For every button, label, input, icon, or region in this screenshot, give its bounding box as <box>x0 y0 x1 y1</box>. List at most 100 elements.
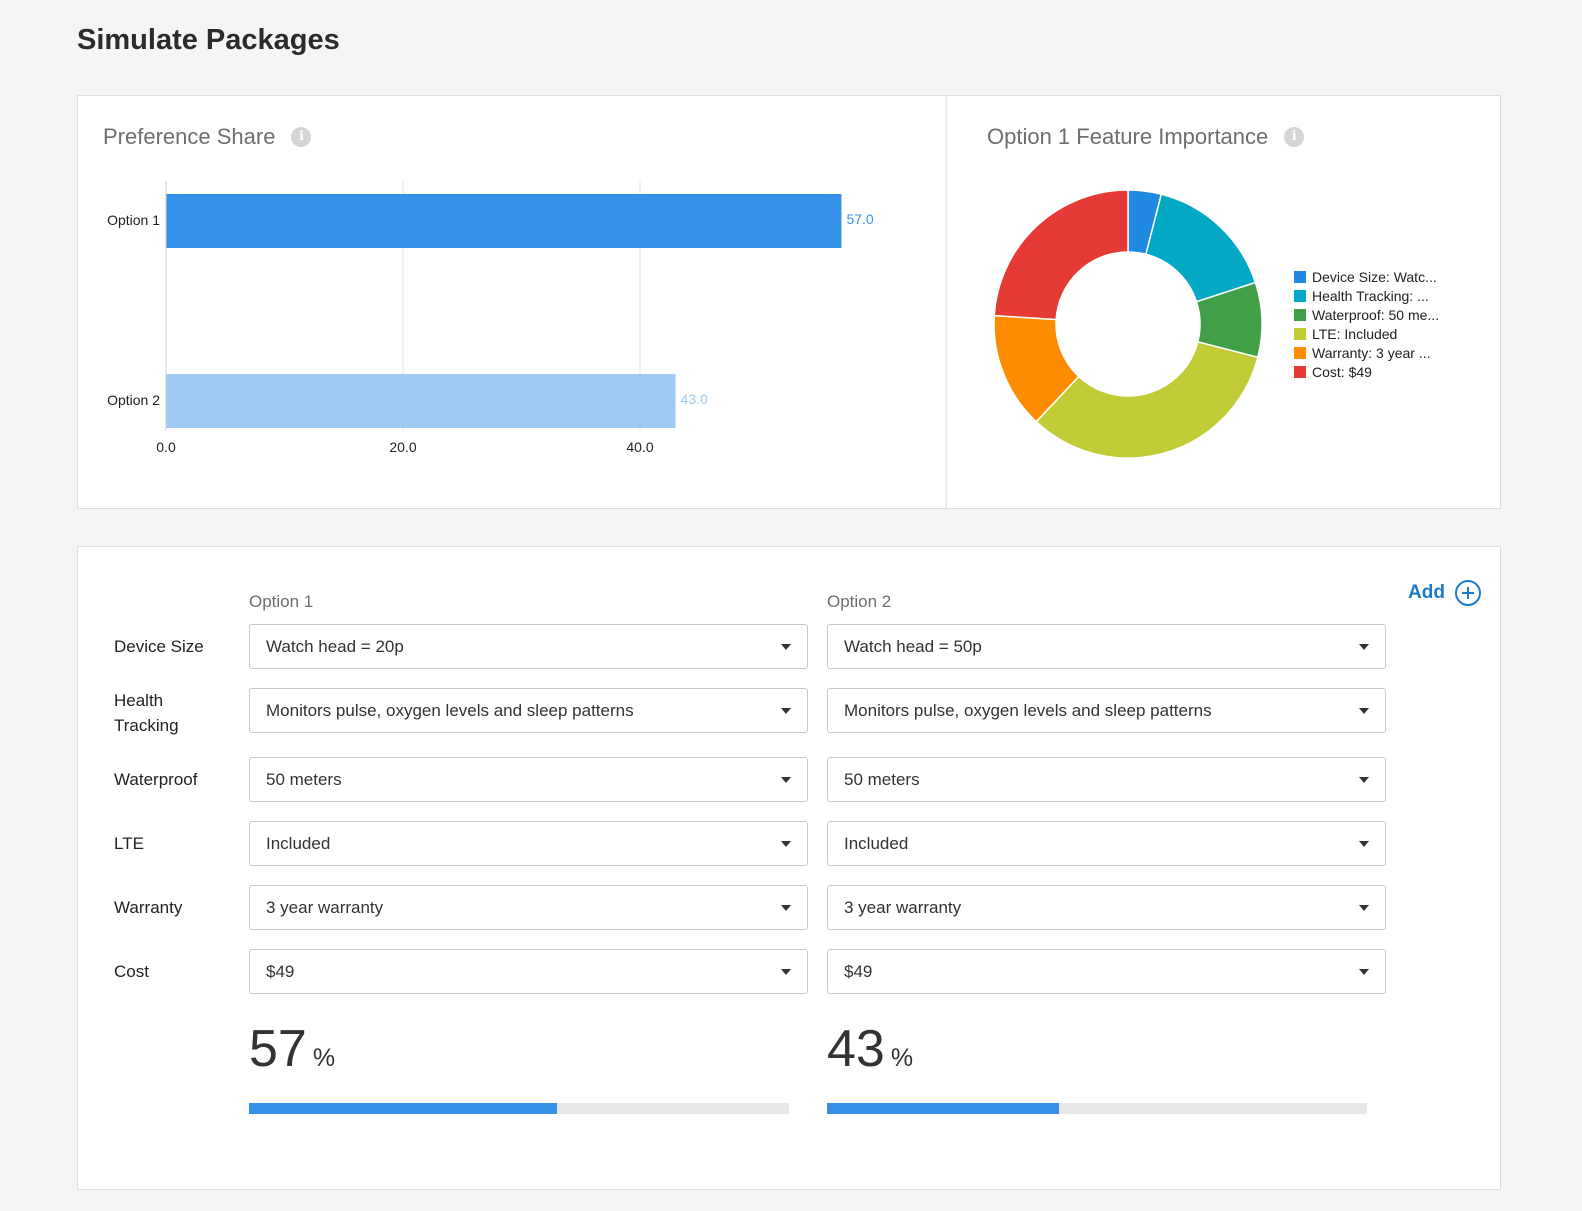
add-option-label: Add <box>1408 582 1445 603</box>
legend-label: Warranty: 3 year ... <box>1312 344 1431 361</box>
select-value: Included <box>266 833 331 853</box>
select-value: Watch head = 20p <box>266 636 404 656</box>
caret-down-icon <box>781 905 791 911</box>
plus-circle-icon <box>1454 580 1481 606</box>
bar-value-label: 43.0 <box>681 391 708 407</box>
legend-swatch <box>1294 346 1306 359</box>
option-2-progress-bar <box>827 1103 1367 1114</box>
select-value: Watch head = 50p <box>844 636 982 656</box>
caret-down-icon <box>1359 841 1369 847</box>
row-label-warranty: Warranty <box>114 898 183 917</box>
legend-label: Cost: $49 <box>1312 363 1372 380</box>
health-tracking-select-option-1[interactable]: Monitors pulse, oxygen levels and sleep … <box>249 688 808 733</box>
device-size-select-option-1[interactable]: Watch head = 20p <box>249 624 808 669</box>
select-value: $49 <box>844 961 873 981</box>
add-option-button[interactable]: Add <box>1408 580 1481 606</box>
legend-label: LTE: Included <box>1312 325 1398 342</box>
legend-swatch <box>1294 308 1306 321</box>
row-label-lte: LTE <box>114 834 144 853</box>
caret-down-icon <box>1359 708 1369 714</box>
feature-importance-donut <box>993 189 1263 459</box>
feature-importance-title: Option 1 Feature Importance i <box>987 124 1305 150</box>
legend-label: Health Tracking: ... <box>1312 287 1429 304</box>
caret-down-icon <box>781 644 791 650</box>
row-label-health-tracking: Health Tracking <box>114 691 179 735</box>
legend-swatch <box>1294 327 1306 340</box>
cost-select-option-2[interactable]: $49 <box>827 949 1386 994</box>
info-icon[interactable]: i <box>1284 127 1305 147</box>
column-header-option-2: Option 2 <box>827 592 892 611</box>
caret-down-icon <box>781 777 791 783</box>
waterproof-select-option-1[interactable]: 50 meters <box>249 757 808 802</box>
device-size-select-option-2[interactable]: Watch head = 50p <box>827 624 1386 669</box>
panel-divider <box>945 96 947 508</box>
legend-item[interactable]: Warranty: 3 year ... <box>1294 343 1439 362</box>
donut-slice-2 <box>1144 193 1257 303</box>
donut-slice-4 <box>1035 340 1259 459</box>
donut-slice-6 <box>993 189 1129 321</box>
option-2-share-value: 43 <box>827 1020 885 1078</box>
select-value: 50 meters <box>266 769 342 789</box>
bar-value-label: 57.0 <box>846 211 873 227</box>
select-value: Monitors pulse, oxygen levels and sleep … <box>844 700 1212 720</box>
info-icon[interactable]: i <box>291 127 312 147</box>
page-title: Simulate Packages <box>77 24 340 56</box>
option-2-share-unit: % <box>890 1044 914 1072</box>
legend-swatch <box>1294 289 1306 302</box>
caret-down-icon <box>1359 777 1369 783</box>
select-value: Included <box>844 833 909 853</box>
row-label-cost: Cost <box>114 962 149 981</box>
option-2-share: 43 % <box>827 1019 913 1079</box>
legend-swatch <box>1294 270 1306 283</box>
select-value: 3 year warranty <box>266 897 384 917</box>
package-config-panel: Option 1 Option 2 Add Device Size Watch … <box>77 546 1501 1190</box>
option-1-share-value: 57 <box>249 1020 307 1078</box>
category-label: Option 1 <box>107 212 160 228</box>
health-tracking-select-option-2[interactable]: Monitors pulse, oxygen levels and sleep … <box>827 688 1386 733</box>
caret-down-icon <box>1359 969 1369 975</box>
waterproof-select-option-2[interactable]: 50 meters <box>827 757 1386 802</box>
caret-down-icon <box>1359 905 1369 911</box>
caret-down-icon <box>781 969 791 975</box>
option-2-progress-fill <box>827 1103 1060 1114</box>
donut-legend: Device Size: Watc... Health Tracking: ...… <box>1294 267 1439 381</box>
category-label: Option 2 <box>107 392 160 408</box>
caret-down-icon <box>781 708 791 714</box>
select-value: 50 meters <box>844 769 920 789</box>
bar-1 <box>166 194 842 248</box>
option-1-progress-bar <box>249 1103 789 1114</box>
x-tick-label: 40.0 <box>626 439 653 455</box>
legend-label: Device Size: Watc... <box>1312 268 1437 285</box>
row-label-waterproof: Waterproof <box>114 770 198 789</box>
option-1-progress-fill <box>249 1103 557 1114</box>
preference-share-title: Preference Share i <box>103 124 312 150</box>
legend-item[interactable]: LTE: Included <box>1294 324 1439 343</box>
legend-swatch <box>1294 365 1306 378</box>
warranty-select-option-2[interactable]: 3 year warranty <box>827 885 1386 930</box>
x-tick-label: 20.0 <box>389 439 416 455</box>
x-tick-label: 0.0 <box>156 439 176 455</box>
column-header-option-1: Option 1 <box>249 592 314 611</box>
row-label-device-size: Device Size <box>114 637 204 656</box>
feature-importance-title-text: Option 1 Feature Importance <box>987 124 1269 149</box>
charts-panel: Preference Share i 0.0 20.0 40.0 Option 1 57… <box>77 95 1501 509</box>
select-value: Monitors pulse, oxygen levels and sleep … <box>266 700 634 720</box>
caret-down-icon <box>1359 644 1369 650</box>
cost-select-option-1[interactable]: $49 <box>249 949 808 994</box>
legend-item[interactable]: Waterproof: 50 me... <box>1294 305 1439 324</box>
option-1-share-unit: % <box>312 1044 336 1072</box>
legend-item[interactable]: Health Tracking: ... <box>1294 286 1439 305</box>
legend-item[interactable]: Device Size: Watc... <box>1294 267 1439 286</box>
warranty-select-option-1[interactable]: 3 year warranty <box>249 885 808 930</box>
preference-share-chart: 0.0 20.0 40.0 Option 1 57.0 Option 2 43.0 <box>107 181 874 455</box>
select-value: $49 <box>266 961 295 981</box>
option-1-share: 57 % <box>249 1019 335 1079</box>
lte-select-option-2[interactable]: Included <box>827 821 1386 866</box>
preference-share-title-text: Preference Share <box>103 124 276 149</box>
caret-down-icon <box>781 841 791 847</box>
bar-2 <box>166 374 676 428</box>
legend-label: Waterproof: 50 me... <box>1312 306 1440 323</box>
lte-select-option-1[interactable]: Included <box>249 821 808 866</box>
legend-item[interactable]: Cost: $49 <box>1294 362 1439 381</box>
select-value: 3 year warranty <box>844 897 962 917</box>
